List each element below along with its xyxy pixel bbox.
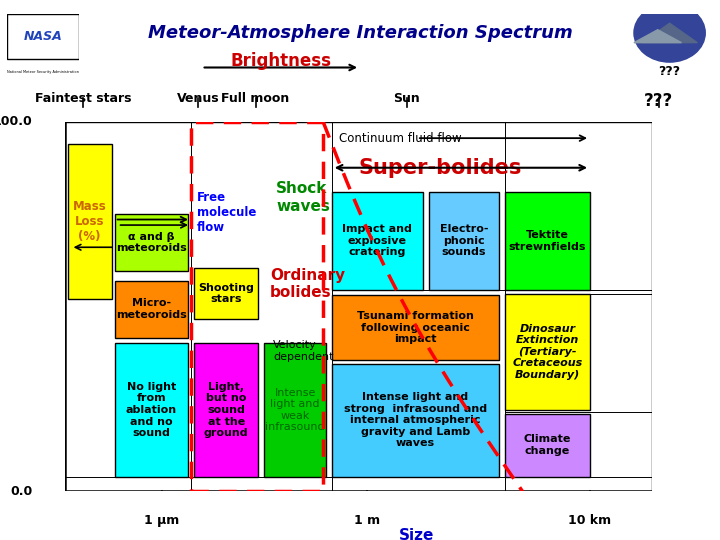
Text: Intense light and
strong  infrasound and
internal atmospheric
gravity and Lamb
w: Intense light and strong infrasound and … (344, 392, 487, 448)
Bar (114, 214, 188, 271)
Bar (505, 192, 590, 290)
Bar (505, 414, 590, 477)
Text: Velocity
dependent: Velocity dependent (273, 340, 333, 362)
Text: Electro-
phonic
sounds: Electro- phonic sounds (440, 224, 488, 258)
Text: 1 μm: 1 μm (144, 514, 179, 526)
Text: Dinosaur
Extinction
(Tertiary-
Cretaceous
Boundary): Dinosaur Extinction (Tertiary- Cretaceou… (513, 323, 582, 380)
Text: Shock
waves: Shock waves (276, 181, 330, 213)
Text: ???: ??? (659, 65, 680, 78)
Text: Tsunami formation
following oceanic
impact: Tsunami formation following oceanic impa… (357, 311, 474, 345)
Text: Brightness: Brightness (230, 52, 331, 70)
Polygon shape (634, 30, 681, 43)
Bar (194, 268, 258, 319)
Text: Micro-
meteoroids: Micro- meteoroids (116, 299, 186, 320)
Text: α and β
meteoroids: α and β meteoroids (116, 232, 186, 253)
Text: Continuum fluid flow: Continuum fluid flow (339, 132, 462, 145)
Bar (114, 343, 188, 477)
Text: Mass
Loss
(%): Mass Loss (%) (73, 200, 107, 243)
Circle shape (634, 4, 706, 62)
Text: Faintest stars: Faintest stars (35, 92, 131, 105)
Text: Super-bolides: Super-bolides (359, 158, 521, 178)
Bar (332, 192, 423, 290)
Text: Free
molecule
flow: Free molecule flow (197, 191, 256, 234)
Text: 0.0: 0.0 (10, 485, 32, 498)
Text: Venus: Venus (176, 92, 220, 105)
Text: 1 m: 1 m (354, 514, 380, 526)
Text: Size: Size (399, 528, 435, 540)
Text: Light,
but no
sound
at the
ground: Light, but no sound at the ground (204, 382, 248, 438)
Text: 100.0: 100.0 (0, 115, 32, 128)
Text: Impact and
explosive
cratering: Impact and explosive cratering (342, 224, 413, 258)
Bar (332, 295, 499, 360)
Bar (264, 343, 326, 477)
Text: NASA: NASA (24, 30, 63, 43)
Text: No light
from
ablation
and no
sound: No light from ablation and no sound (126, 382, 177, 438)
Text: Climate
change: Climate change (523, 434, 571, 456)
Text: Intense
light and
weak
infrasound: Intense light and weak infrasound (265, 388, 325, 433)
Text: Tektite
strewnfields: Tektite strewnfields (509, 230, 586, 252)
Bar (68, 144, 112, 299)
Bar (332, 364, 499, 477)
Bar (505, 294, 590, 410)
Text: Shooting
stars: Shooting stars (198, 283, 254, 305)
Text: ???: ??? (644, 92, 673, 110)
Text: Ordinary
bolides: Ordinary bolides (270, 268, 346, 300)
Bar (114, 281, 188, 338)
Polygon shape (642, 23, 698, 43)
Bar (191, 122, 323, 491)
Text: 10 km: 10 km (568, 514, 611, 526)
Bar (428, 192, 499, 290)
Text: National Meteor Security Administration: National Meteor Security Administration (7, 70, 79, 74)
Bar (194, 343, 258, 477)
Text: Full moon: Full moon (222, 92, 289, 105)
Bar (7, 14, 79, 59)
Text: Sun: Sun (393, 92, 420, 105)
Text: Meteor-Atmosphere Interaction Spectrum: Meteor-Atmosphere Interaction Spectrum (148, 24, 572, 42)
